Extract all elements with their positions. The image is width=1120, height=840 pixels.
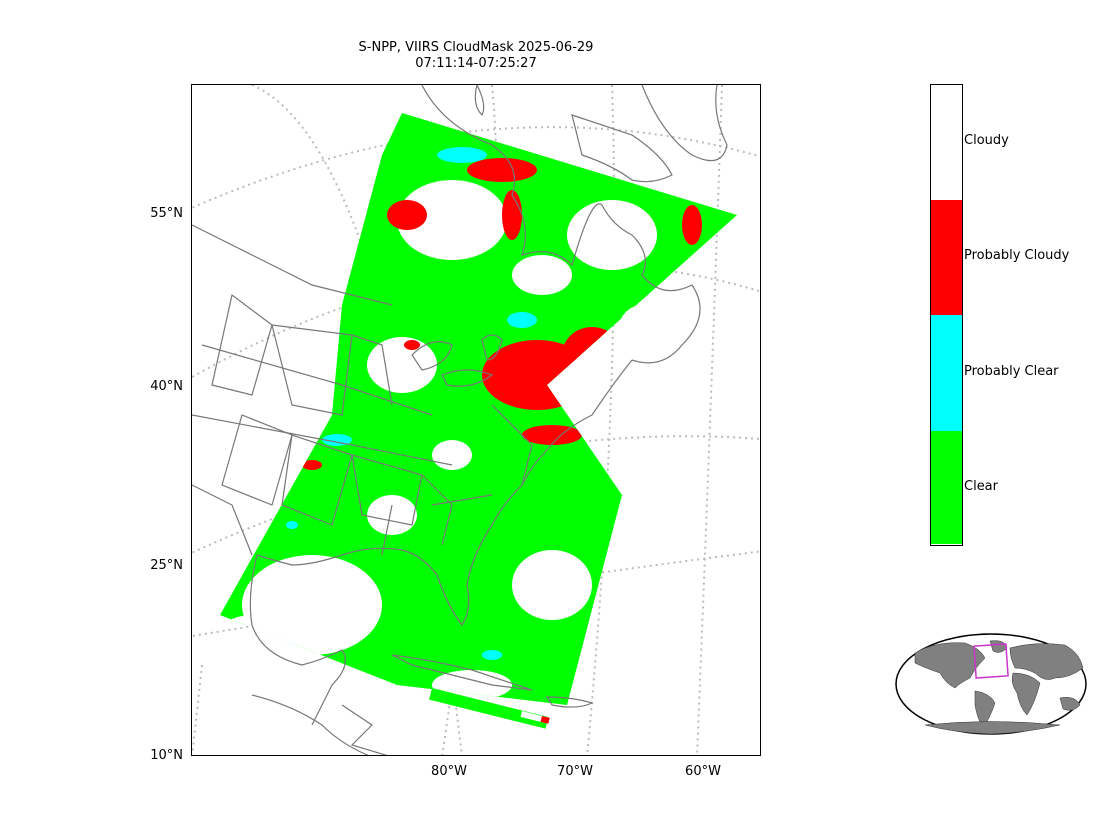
probably-clear-regions — [286, 147, 537, 660]
lat-label-10n: 10°N — [150, 748, 183, 763]
swath-fringe — [429, 688, 552, 729]
title-text: S-NPP, VIIRS CloudMask 2025-06-29 07:11:… — [276, 40, 676, 72]
colorbar-probably-clear-swatch — [931, 315, 962, 431]
colorbar — [930, 84, 963, 546]
coastlines-borders — [192, 85, 728, 755]
legend-label-cloudy: Cloudy — [964, 133, 1009, 148]
lat-label-55n: 55°N — [150, 206, 183, 221]
lat-label-25n: 25°N — [150, 558, 183, 573]
title-line-1: S-NPP, VIIRS CloudMask 2025-06-29 — [358, 40, 594, 55]
colorbar-clear-swatch — [931, 431, 962, 544]
inset-swath-box — [973, 643, 1009, 679]
lon-label-60w: 60°W — [685, 764, 721, 779]
legend-label-clear: Clear — [964, 479, 998, 494]
inset-land — [914, 640, 1084, 735]
inset-world-map — [895, 633, 1088, 735]
legend-label-probably-clear: Probably Clear — [964, 364, 1059, 379]
swath-data — [220, 113, 737, 729]
map-svg — [192, 85, 760, 755]
colorbar-cloudy-swatch — [931, 85, 962, 200]
lon-label-70w: 70°W — [557, 764, 593, 779]
colorbar-probably-cloudy-swatch — [931, 200, 962, 315]
title-line-2: 07:11:14-07:25:27 — [415, 56, 537, 71]
lon-label-80w: 80°W — [431, 764, 467, 779]
cloud-mask-map — [191, 84, 761, 756]
lat-label-40n: 40°N — [150, 379, 183, 394]
legend-label-probably-cloudy: Probably Cloudy — [964, 248, 1070, 263]
inset-svg — [895, 633, 1087, 735]
